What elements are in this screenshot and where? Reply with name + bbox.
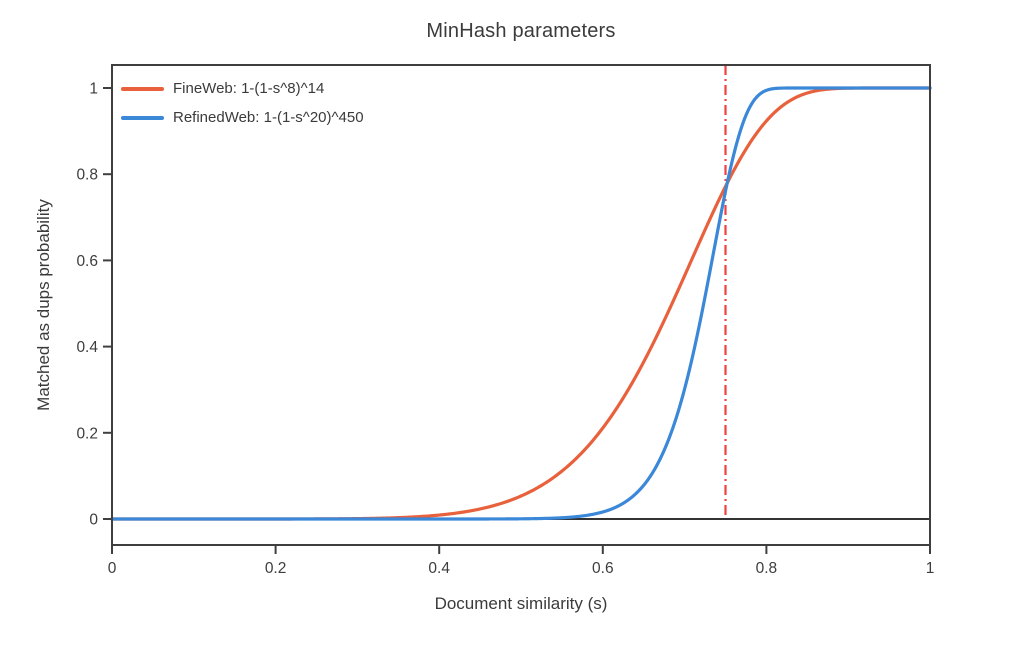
refinedweb-curve [110,86,932,521]
plot-frame [111,64,931,546]
y-tick-label: 0.4 [76,339,98,356]
x-tick-label: 1 [926,560,935,577]
legend-label-fineweb: FineWeb: 1-(1-s^8)^14 [173,80,325,97]
y-tick-label: 0 [89,512,98,529]
legend: FineWeb: 1-(1-s^8)^14 RefinedWeb: 1-(1-s… [121,74,364,132]
refinedweb-line-swatch [121,115,164,120]
fineweb-curve [110,86,932,521]
legend-label-refinedweb: RefinedWeb: 1-(1-s^20)^450 [173,109,364,126]
legend-item-fineweb[interactable]: FineWeb: 1-(1-s^8)^14 [121,74,364,103]
y-tick-label: 0.6 [76,253,98,270]
x-tick-label: 0.2 [265,560,287,577]
legend-item-refinedweb[interactable]: RefinedWeb: 1-(1-s^20)^450 [121,103,364,132]
y-tick-label: 0.2 [76,425,98,442]
fineweb-line-swatch [121,86,164,91]
y-tick-label: 1 [89,81,98,98]
chart-title: MinHash parameters [426,20,616,42]
y-tick-label: 0.8 [76,167,98,184]
x-tick-label: 0.8 [756,560,778,577]
x-tick-label: 0.4 [428,560,450,577]
x-tick-label: 0.6 [592,560,614,577]
x-axis-title: Document similarity (s) [434,594,608,613]
x-tick-label: 0 [108,560,117,577]
